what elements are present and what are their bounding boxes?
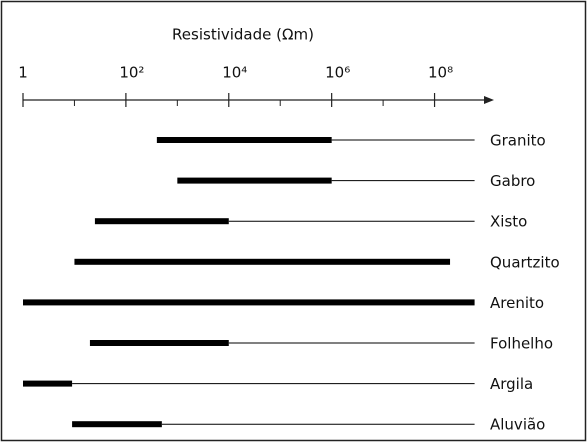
typical-range	[23, 380, 73, 387]
category-label: Xisto	[490, 213, 527, 231]
x-tick-label: 1	[18, 64, 28, 82]
typical-range	[156, 137, 332, 143]
typical-range	[94, 218, 229, 225]
x-tick-label: 10²	[119, 64, 144, 82]
typical-range	[89, 340, 229, 346]
category-label: Quartzito	[490, 253, 560, 271]
category-label: Argila	[490, 375, 533, 393]
chart-title: Resistividade (Ωm)	[172, 26, 314, 44]
category-label: Folhelho	[490, 335, 553, 353]
x-tick-label: 10⁸	[428, 64, 453, 82]
typical-range	[177, 177, 332, 184]
category-label: Granito	[490, 132, 546, 150]
x-tick-label: 10⁴	[222, 64, 247, 82]
x-tick-label: 10⁶	[325, 64, 350, 82]
typical-range	[23, 299, 475, 306]
category-label: Gabro	[490, 172, 535, 190]
axis-arrow	[484, 96, 494, 104]
category-label: Arenito	[490, 294, 544, 312]
typical-range	[74, 258, 451, 265]
category-label: Aluvião	[490, 416, 545, 434]
typical-range	[72, 421, 162, 428]
